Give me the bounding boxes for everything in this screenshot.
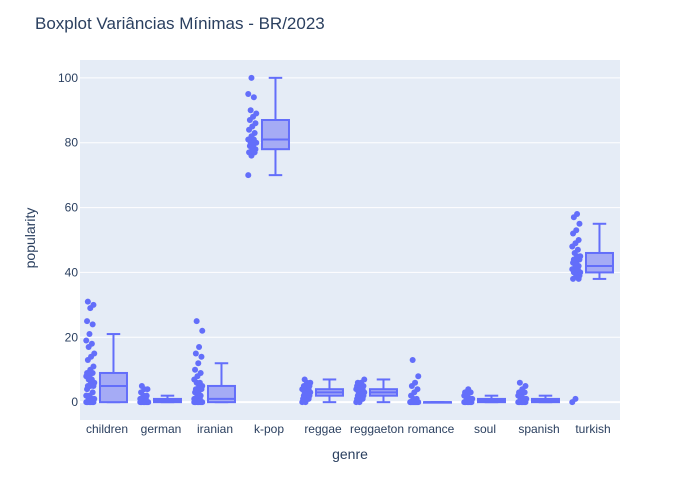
box-group-romance <box>407 357 452 406</box>
data-point <box>574 211 581 218</box>
data-point <box>250 94 257 101</box>
x-tick-label: german <box>141 422 182 436</box>
x-tick-label: reggaeton <box>350 422 404 436</box>
data-point <box>245 172 252 179</box>
data-point <box>198 353 205 360</box>
data-point <box>86 331 93 338</box>
data-point <box>522 382 529 389</box>
data-point <box>409 357 416 363</box>
box-group-soul <box>461 386 506 406</box>
data-point <box>192 366 199 373</box>
box-group-spanish <box>515 379 560 406</box>
data-point <box>465 386 472 393</box>
box-group-children <box>83 298 128 406</box>
plot-background <box>80 60 620 420</box>
data-point <box>196 344 203 351</box>
data-point <box>138 382 145 389</box>
y-tick-label: 20 <box>65 330 79 344</box>
data-point <box>91 350 98 357</box>
data-point <box>574 246 581 253</box>
x-tick-label: spanish <box>518 422 559 436</box>
box-group-iranian <box>191 318 236 406</box>
x-tick-label: reggae <box>304 422 342 436</box>
data-point <box>88 340 95 347</box>
data-point <box>576 220 583 227</box>
data-point <box>196 379 203 386</box>
data-point <box>516 379 523 386</box>
data-point <box>192 350 199 357</box>
y-tick-label: 40 <box>65 265 79 279</box>
y-axis-title: popularity <box>22 207 38 269</box>
x-tick-label: turkish <box>575 422 610 436</box>
data-point <box>84 318 91 325</box>
data-point <box>414 386 421 393</box>
data-point <box>301 376 308 383</box>
data-point <box>143 392 150 399</box>
y-tick-label: 0 <box>71 395 78 409</box>
data-point <box>89 389 96 396</box>
chart-title: Boxplot Variâncias Mínimas - BR/2023 <box>35 14 325 33</box>
data-point <box>144 386 151 393</box>
boxes <box>83 74 614 406</box>
data-point <box>577 253 584 260</box>
x-tick-labels: children german iranian k-pop reggae reggaeto… <box>86 422 611 436</box>
data-point <box>572 395 579 402</box>
data-point <box>197 369 204 376</box>
data-point <box>248 74 255 81</box>
data-point <box>361 376 368 383</box>
data-point <box>412 379 419 386</box>
data-point <box>245 91 252 98</box>
data-point <box>84 298 91 305</box>
y-tick-label: 60 <box>65 201 79 215</box>
x-tick-label: soul <box>474 422 496 436</box>
x-axis-title: genre <box>332 446 368 462</box>
data-point <box>413 395 420 402</box>
data-point <box>90 301 97 308</box>
box-iqr <box>260 119 290 151</box>
data-point <box>90 363 97 370</box>
data-point <box>253 110 260 117</box>
box-iqr <box>584 251 614 274</box>
x-tick-label: romance <box>408 422 455 436</box>
data-point <box>307 379 314 386</box>
box-group-turkish <box>569 211 614 406</box>
data-point <box>573 227 580 234</box>
data-point <box>415 373 422 380</box>
y-tick-label: 80 <box>65 136 79 150</box>
data-point <box>251 129 258 136</box>
box-group-reggae <box>299 376 344 406</box>
data-point <box>247 107 254 114</box>
data-point <box>193 318 200 325</box>
data-point <box>89 321 96 328</box>
box-iqr <box>98 371 128 404</box>
x-tick-label: k-pop <box>254 422 284 436</box>
box-group-reggaeton <box>353 376 398 406</box>
data-point <box>575 237 582 243</box>
x-tick-label: children <box>86 422 128 436</box>
box-group-k-pop <box>245 74 290 179</box>
y-tick-label: 100 <box>58 71 78 85</box>
data-point <box>83 337 90 344</box>
x-tick-label: iranian <box>197 422 233 436</box>
data-point <box>252 120 259 127</box>
y-tick-labels: 0 20 40 60 80 100 <box>58 71 78 409</box>
box-group-german <box>137 382 182 406</box>
data-point <box>199 327 206 334</box>
data-point <box>195 360 202 367</box>
